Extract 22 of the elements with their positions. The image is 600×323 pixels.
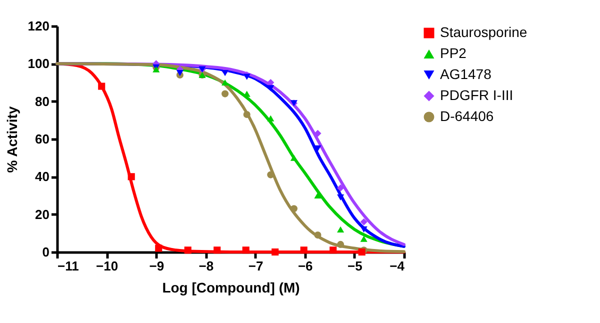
x-tick-label: −8 [198,258,214,274]
legend-label: PP2 [440,45,467,61]
x-tick-label: −10 [96,258,118,274]
x-tick-label: −7 [248,258,264,274]
x-tick-label: −6 [298,258,313,274]
legend-label: Staurosporine [440,24,528,40]
x-tick-label: −5 [348,258,362,274]
y-axis-title: % Activity [4,106,20,173]
legend-label: D-64406 [440,108,494,124]
y-tick-label: 80 [35,94,50,109]
y-tick-label: 60 [35,132,50,146]
x-tick-label: −4 [390,258,406,274]
legend-label: AG1478 [440,66,492,82]
x-axis-title: Log [Compound] (M) [162,280,300,296]
y-tick-label: 0 [42,244,50,260]
x-tick-label: −11 [58,258,79,274]
y-tick-label: 120 [28,18,50,34]
y-tick-label: 40 [35,169,50,184]
y-tick-label: 100 [28,56,50,72]
x-tick-label: −9 [149,258,164,274]
y-tick-label: 20 [35,206,50,222]
legend-label: PDGFR I-III [440,87,514,103]
